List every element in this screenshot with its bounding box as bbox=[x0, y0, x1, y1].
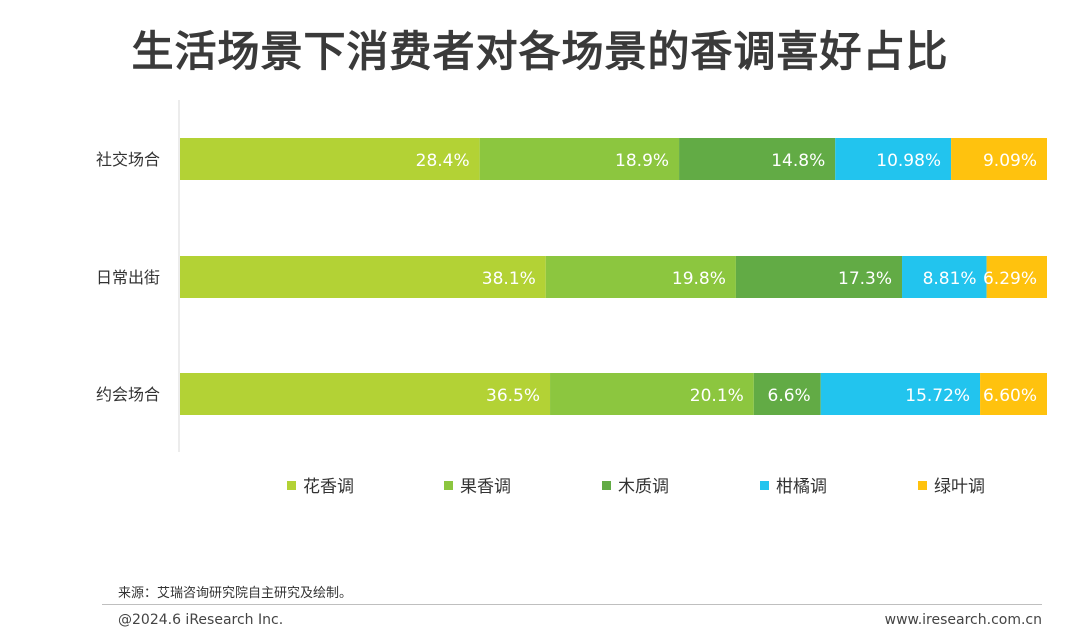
data-label: 6.6% bbox=[768, 386, 811, 406]
bar-segment bbox=[679, 138, 836, 180]
data-label: 15.72% bbox=[905, 386, 970, 406]
legend-swatch bbox=[444, 481, 453, 490]
legend-label: 柑橘调 bbox=[776, 477, 827, 497]
source-note: 来源：艾瑞咨询研究院自主研究及绘制。 bbox=[118, 586, 353, 601]
legend-swatch bbox=[287, 481, 296, 490]
category-label: 社交场合 bbox=[96, 150, 160, 169]
bar-segment bbox=[180, 138, 480, 180]
legend-swatch bbox=[602, 481, 611, 490]
data-label: 20.1% bbox=[690, 386, 744, 406]
legend-swatch bbox=[918, 481, 927, 490]
data-label: 9.09% bbox=[983, 151, 1037, 171]
copyright-text: @2024.6 iResearch Inc. bbox=[118, 612, 284, 628]
chart-title: 生活场景下消费者对各场景的香调喜好占比 bbox=[131, 27, 949, 76]
bar-segment bbox=[835, 138, 952, 180]
data-label: 28.4% bbox=[416, 151, 470, 171]
footer-divider bbox=[102, 604, 1042, 605]
legend-label: 果香调 bbox=[460, 477, 511, 497]
bar-segment bbox=[980, 373, 1047, 415]
data-label: 36.5% bbox=[486, 386, 540, 406]
legend-swatch bbox=[760, 481, 769, 490]
data-label: 6.29% bbox=[983, 269, 1037, 289]
data-label: 19.8% bbox=[672, 269, 726, 289]
legend-label: 木质调 bbox=[618, 477, 669, 497]
data-label: 14.8% bbox=[771, 151, 825, 171]
bar-segment bbox=[902, 256, 987, 298]
legend-label: 花香调 bbox=[303, 477, 354, 497]
data-label: 18.9% bbox=[615, 151, 669, 171]
bar-segment bbox=[753, 373, 821, 415]
bar-segment bbox=[550, 373, 754, 415]
data-label: 6.60% bbox=[983, 386, 1037, 406]
website-text: www.iresearch.com.cn bbox=[884, 612, 1042, 628]
bar-segment bbox=[951, 138, 1047, 180]
bar-segment bbox=[545, 256, 736, 298]
category-label: 日常出街 bbox=[96, 268, 160, 287]
bar-segment bbox=[820, 373, 981, 415]
data-label: 38.1% bbox=[482, 269, 536, 289]
data-label: 8.81% bbox=[923, 269, 977, 289]
bar-segment bbox=[479, 138, 680, 180]
bar-segment bbox=[986, 256, 1047, 298]
data-label: 17.3% bbox=[838, 269, 892, 289]
bar-segment bbox=[180, 256, 546, 298]
bar-segment bbox=[180, 373, 551, 415]
category-label: 约会场合 bbox=[96, 385, 160, 404]
data-label: 10.98% bbox=[876, 151, 941, 171]
bar-segment bbox=[735, 256, 903, 298]
legend-label: 绿叶调 bbox=[934, 477, 985, 497]
